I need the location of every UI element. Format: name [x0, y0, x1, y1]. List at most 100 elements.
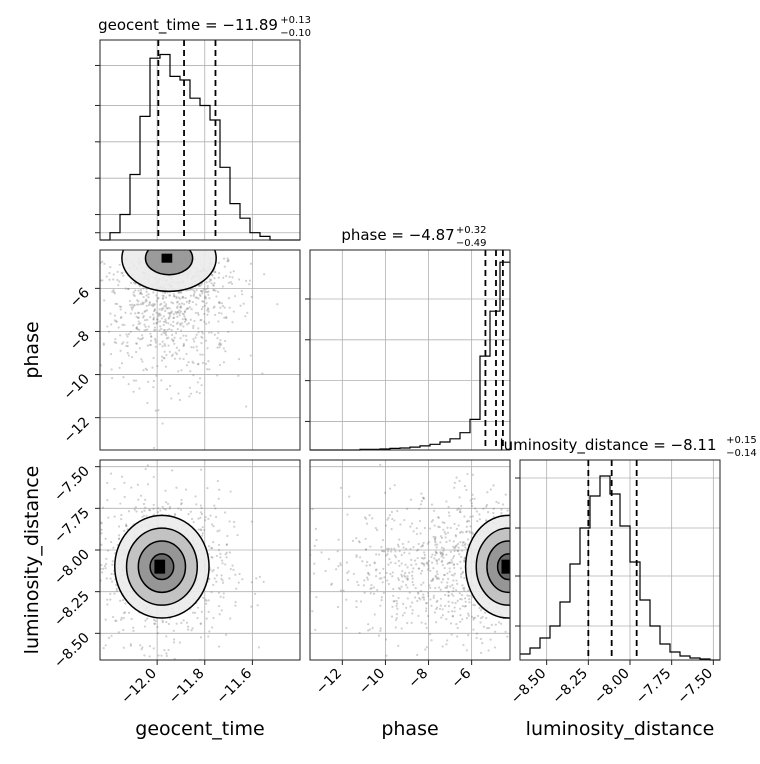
sample-point	[159, 509, 162, 512]
sample-point	[141, 312, 144, 315]
sample-point	[460, 598, 463, 601]
sample-point	[200, 384, 203, 387]
sample-point	[432, 594, 435, 597]
sample-point	[166, 328, 169, 332]
sample-point	[217, 331, 220, 334]
sample-point	[171, 469, 174, 472]
sample-point	[199, 511, 203, 514]
sample-point	[161, 345, 164, 348]
sample-point	[396, 602, 399, 605]
sample-point	[152, 318, 155, 321]
marginal-geocent_time-grid	[100, 40, 300, 240]
sample-point	[110, 323, 113, 326]
sample-point	[367, 629, 370, 632]
sample-point	[439, 588, 442, 591]
sample-point	[143, 323, 146, 326]
sample-point	[127, 333, 130, 336]
sample-point	[411, 570, 414, 573]
sample-point	[123, 611, 127, 614]
sample-point	[190, 517, 194, 521]
sample-point	[400, 575, 404, 578]
sample-point	[183, 320, 187, 323]
sample-point	[454, 601, 457, 605]
sample-point	[224, 553, 227, 556]
sample-point	[217, 591, 221, 594]
sample-point	[346, 578, 350, 582]
sample-point	[150, 303, 153, 307]
sample-point	[448, 570, 451, 573]
sample-point	[147, 304, 151, 307]
sample-point	[126, 344, 129, 348]
sample-point	[249, 354, 252, 357]
sample-point	[118, 263, 121, 266]
sample-point	[183, 315, 186, 318]
sample-point	[420, 500, 423, 503]
sample-point	[430, 520, 433, 523]
sample-point	[47, 622, 49, 624]
sample-point	[452, 579, 455, 582]
sample-point	[124, 311, 127, 314]
sample-point	[152, 316, 156, 319]
x-tick-label-geocent_time: −12.0	[118, 666, 160, 708]
sample-point	[172, 293, 175, 296]
sample-point	[207, 360, 210, 363]
sample-point	[114, 338, 117, 341]
sample-point	[133, 294, 136, 298]
sample-point	[464, 600, 467, 603]
sample-point	[218, 311, 221, 314]
sample-point	[443, 566, 446, 570]
sample-point	[152, 647, 155, 650]
sample-point	[220, 609, 223, 612]
sample-point	[178, 309, 181, 312]
sample-point	[364, 548, 368, 551]
sample-point	[179, 306, 183, 309]
sample-point	[454, 545, 457, 548]
sample-point	[453, 522, 456, 526]
sample-point	[406, 577, 409, 580]
sample-point	[471, 532, 474, 535]
sample-point	[219, 552, 222, 555]
sample-point	[232, 310, 235, 313]
sample-point	[500, 680, 502, 682]
sample-point	[403, 518, 406, 522]
y-axis-label-phase: phase	[21, 321, 43, 378]
sample-point	[145, 309, 148, 312]
sample-point	[138, 387, 141, 390]
sample-point	[160, 327, 163, 331]
sample-point	[397, 587, 401, 590]
sample-point	[144, 298, 148, 301]
sample-point	[459, 573, 463, 576]
sample-point	[261, 372, 264, 375]
sample-point	[383, 576, 386, 579]
sample-point	[210, 523, 214, 526]
sample-point	[192, 361, 195, 365]
sample-point	[165, 337, 168, 340]
sample-point	[408, 591, 411, 594]
sample-point	[378, 553, 381, 556]
sample-point	[411, 612, 414, 615]
sample-point	[137, 320, 140, 323]
sample-point	[142, 295, 145, 299]
sample-point	[434, 535, 437, 539]
sample-point	[108, 271, 111, 275]
sample-point	[345, 598, 348, 601]
sample-point	[400, 553, 403, 557]
sample-point	[156, 320, 159, 323]
sample-point	[387, 516, 390, 519]
sample-point	[216, 337, 219, 340]
sample-point	[457, 546, 460, 549]
sample-point	[178, 641, 181, 644]
sample-point	[164, 296, 168, 299]
sample-point	[210, 591, 213, 594]
sample-point	[165, 307, 168, 310]
sample-point	[458, 479, 461, 483]
sample-point	[478, 606, 481, 610]
sample-point	[404, 571, 407, 575]
sample-point	[392, 587, 395, 591]
sample-point	[427, 592, 430, 595]
sample-point	[435, 600, 438, 603]
sample-point	[405, 577, 408, 580]
sample-point	[206, 309, 209, 312]
sample-point	[206, 307, 210, 310]
sample-point	[179, 324, 182, 327]
